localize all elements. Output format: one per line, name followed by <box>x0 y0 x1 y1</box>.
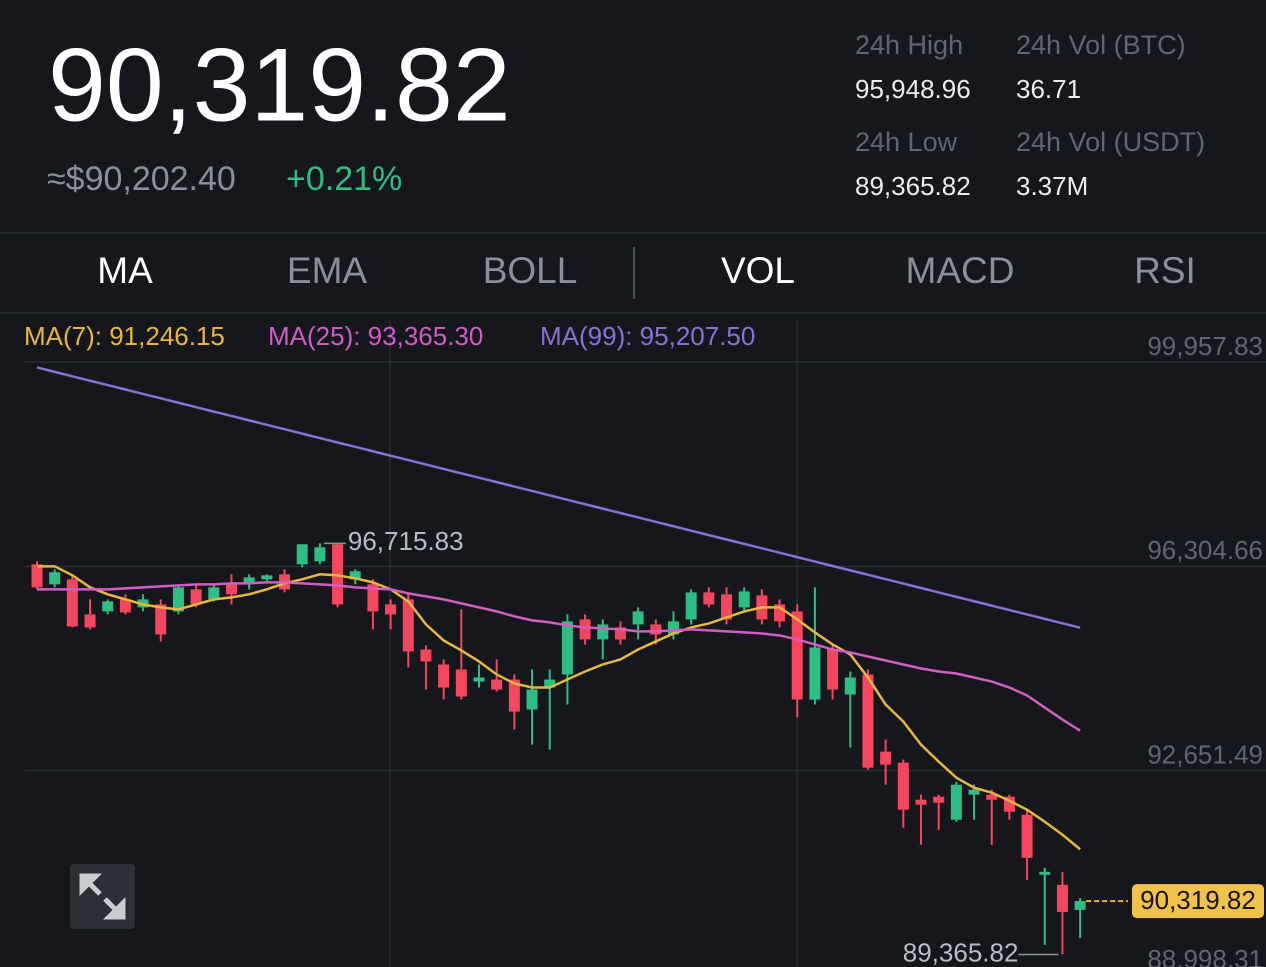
candle-body <box>579 619 591 640</box>
stat-value: 36.71 <box>1016 74 1081 104</box>
candle-body <box>190 589 202 605</box>
candle-body <box>349 571 361 580</box>
candle-body <box>774 604 786 622</box>
candle-body <box>933 796 945 803</box>
candle-body <box>296 544 308 565</box>
legend-entry: MA(99): 95,207.50 <box>540 321 755 351</box>
candle-body <box>703 592 715 605</box>
tab[interactable]: VOL <box>721 250 795 291</box>
ma-line <box>37 581 1081 732</box>
candle-body <box>950 784 962 820</box>
candle-body <box>1003 796 1015 812</box>
candle-body <box>667 621 679 635</box>
tab[interactable]: EMA <box>287 250 368 291</box>
approx-price: ≈$90,202.40 <box>47 160 236 198</box>
stat-value: 3.37M <box>1016 171 1088 201</box>
candle-body <box>402 599 414 652</box>
stat-label: 24h Vol (USDT) <box>1016 127 1205 157</box>
candle-body <box>862 674 874 768</box>
price-change: +0.21% <box>286 160 402 198</box>
candle-body <box>243 577 255 585</box>
candle-body <box>915 799 927 805</box>
plot: 99,957.83 96,304.66 92,651.49 88,998.31 MA(7… <box>24 321 1266 967</box>
candle-body <box>1074 901 1086 910</box>
candle-body <box>473 677 485 682</box>
legend-entry: MA(25): 93,365.30 <box>268 321 483 351</box>
min-label: 89,365.82 <box>903 937 1019 967</box>
candle-body <box>1039 871 1051 875</box>
candle-body <box>968 789 980 795</box>
y-tick-label: 99,957.83 <box>1147 331 1263 361</box>
stat-label: 24h High <box>855 30 963 60</box>
candle-body <box>508 679 520 712</box>
candle-body <box>791 611 803 700</box>
candle-body <box>119 599 131 613</box>
tab[interactable]: MACD <box>906 250 1015 291</box>
candle-body <box>385 604 397 615</box>
stat-value: 95,948.96 <box>855 74 971 104</box>
candle-body <box>84 614 96 628</box>
max-label: 96,715.83 <box>348 526 464 556</box>
candle-body <box>827 649 839 690</box>
y-tick-label: 88,998.31 <box>1147 944 1263 967</box>
tabs: MA EMA BOLL VOL MACD RSI <box>97 250 1196 291</box>
tab[interactable]: RSI <box>1134 250 1196 291</box>
candle-body <box>880 751 892 765</box>
candle-body <box>685 592 697 620</box>
stat-label: 24h Vol (BTC) <box>1016 30 1186 60</box>
stat-value: 89,365.82 <box>855 171 971 201</box>
candle-body <box>438 664 450 688</box>
candle-body <box>632 611 644 625</box>
y-tick-label: 92,651.49 <box>1147 740 1263 770</box>
stat-label: 24h Low <box>855 127 958 157</box>
legend-entry: MA(7): 91,246.15 <box>24 321 225 351</box>
candle-body <box>455 669 467 697</box>
candle-body <box>31 564 43 588</box>
candle-body <box>261 575 273 580</box>
candle-body <box>650 624 662 635</box>
candle-body <box>721 594 733 620</box>
candle-body <box>225 584 237 595</box>
candle-body <box>986 794 998 800</box>
ma-line <box>37 565 1081 851</box>
tab[interactable]: BOLL <box>483 250 578 291</box>
ma-line <box>36 366 1081 629</box>
candle-body <box>809 647 821 700</box>
candle-body <box>172 587 184 612</box>
candle-body <box>1021 814 1033 858</box>
candle-body <box>526 689 538 710</box>
candle-body <box>420 649 432 662</box>
tab[interactable]: MA <box>97 250 153 291</box>
candle-body <box>102 601 114 612</box>
candle-body <box>614 627 626 640</box>
candle-body <box>155 604 167 635</box>
candle-body <box>49 572 61 585</box>
candle-body <box>544 679 556 688</box>
y-tick-label: 96,304.66 <box>1147 535 1263 565</box>
candle-body <box>561 621 573 675</box>
candle-body <box>1056 884 1068 912</box>
last-price-box <box>1132 884 1264 919</box>
candle-body <box>314 547 326 562</box>
candle-body <box>491 679 503 690</box>
expand-button[interactable] <box>70 864 135 929</box>
candle-body <box>66 579 78 627</box>
last-price-label: 90,319.82 <box>1140 885 1256 915</box>
candle-body <box>738 591 750 608</box>
candle-body <box>844 677 856 695</box>
expand-icon <box>79 873 126 920</box>
candle-body <box>367 584 379 612</box>
candle-body <box>597 624 609 640</box>
candle-body <box>897 762 909 810</box>
candle-body <box>208 587 220 600</box>
last-price: 90,319.82 <box>48 27 511 143</box>
